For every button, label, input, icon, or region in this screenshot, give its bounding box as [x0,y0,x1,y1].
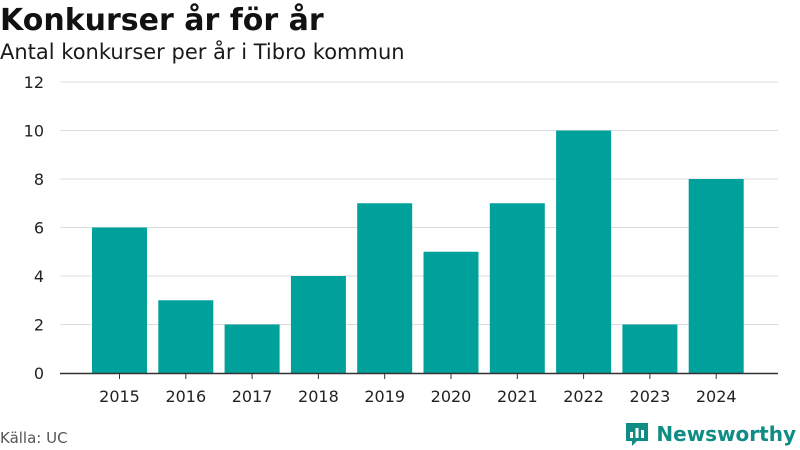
x-tick-label: 2016 [165,387,206,406]
x-tick-label: 2017 [232,387,273,406]
bar-2018 [290,276,346,373]
x-tick-label: 2022 [563,387,604,406]
y-tick-label: 2 [34,316,44,335]
brand-name: Newsworthy [656,422,796,446]
x-tick-label: 2020 [431,387,472,406]
y-tick-label: 10 [24,122,44,141]
bar-2019 [357,203,413,373]
bar-2017 [224,324,280,373]
chart-title: Konkurser år för år [0,3,324,38]
y-tick-label: 4 [34,267,44,286]
y-tick-label: 0 [34,364,44,383]
x-tick-label: 2021 [497,387,538,406]
y-tick-label: 12 [24,73,44,92]
bar-2022 [556,130,612,373]
y-tick-label: 8 [34,170,44,189]
bar-2016 [158,300,214,373]
x-tick-label: 2018 [298,387,339,406]
y-tick-label: 6 [34,219,44,238]
newsworthy-logo-icon [626,423,649,446]
x-tick-label: 2019 [364,387,405,406]
chart-subtitle: Antal konkurser per år i Tibro kommun [0,40,405,64]
x-tick-label: 2015 [99,387,140,406]
x-tick-label: 2023 [630,387,671,406]
source-note: Källa: UC [0,429,68,447]
brand-logo: Newsworthy [624,419,796,449]
bar-2021 [489,203,545,373]
x-tick-label: 2024 [696,387,737,406]
bar-2024 [688,179,744,373]
bar-2023 [622,324,678,373]
bar-2020 [423,251,479,373]
bar-2015 [92,227,147,373]
